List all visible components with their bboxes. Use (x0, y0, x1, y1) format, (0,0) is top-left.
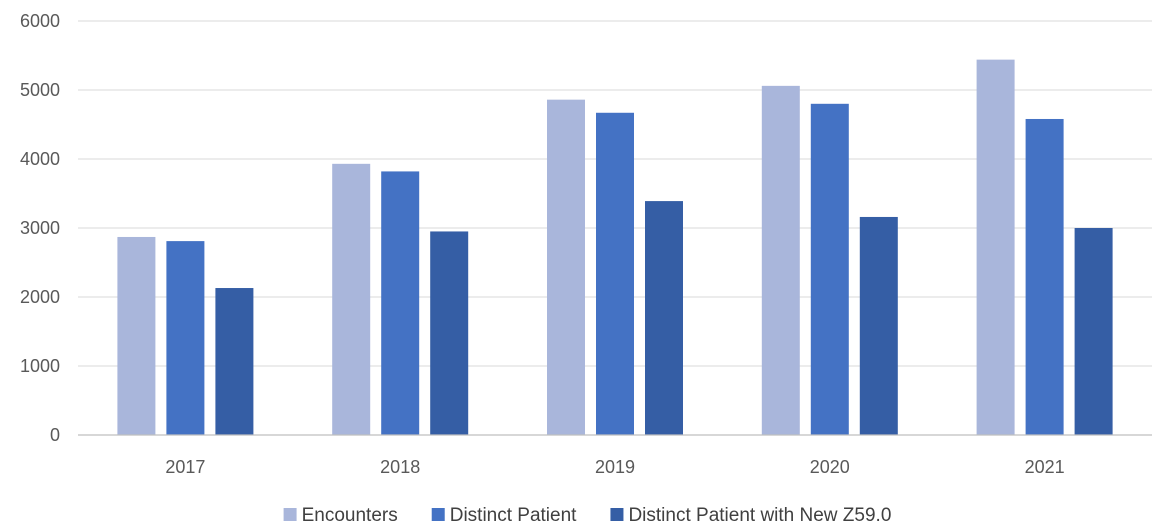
y-tick-label: 4000 (20, 149, 60, 169)
bar-encounters-2017 (117, 236, 156, 435)
bar-encounters-2021 (976, 59, 1015, 435)
legend-label: Distinct Patient (450, 505, 577, 526)
y-axis-tick-labels: 0 1000 2000 3000 4000 5000 6000 (20, 11, 60, 445)
bar-distinct-patient-with-new-z59-0-2019 (645, 201, 683, 435)
bar-encounters-2018 (332, 163, 371, 435)
bar-distinct-patient-with-new-z59-0-2020 (859, 216, 898, 435)
legend-swatch-distinct-patient-with-new-z59-0 (610, 508, 624, 521)
y-tick-label: 2000 (20, 287, 60, 307)
legend-label: Encounters (302, 505, 398, 526)
y-tick-label: 6000 (20, 11, 60, 31)
y-tick-label: 1000 (20, 356, 60, 376)
bar-encounters-2020 (761, 85, 800, 436)
x-tick-label: 2019 (595, 457, 635, 477)
bar-distinct-patient-2017 (166, 241, 205, 435)
bar-distinct-patient-2020 (810, 103, 849, 436)
bars (117, 59, 1113, 436)
bar-distinct-patient-with-new-z59-0-2018 (430, 231, 469, 435)
legend-label: Distinct Patient with New Z59.0 (628, 505, 891, 526)
bar-distinct-patient-with-new-z59-0-2017 (215, 288, 254, 435)
legend-swatch-distinct-patient (431, 508, 445, 521)
y-tick-label: 3000 (20, 218, 60, 238)
y-tick-label: 0 (50, 425, 60, 445)
bar-distinct-patient-2019 (596, 112, 634, 436)
bar-distinct-patient-with-new-z59-0-2021 (1074, 228, 1113, 435)
x-tick-label: 2020 (810, 457, 850, 477)
x-tick-label: 2021 (1025, 457, 1065, 477)
legend: Encounters Distinct Patient Distinct Patie… (283, 505, 891, 526)
bar-distinct-patient-2018 (381, 171, 420, 436)
legend-swatch-encounters (283, 508, 297, 521)
bar-distinct-patient-2021 (1025, 118, 1064, 435)
x-axis-tick-labels: 2017 2018 2019 2020 2021 (165, 457, 1064, 477)
x-tick-label: 2017 (165, 457, 205, 477)
x-tick-label: 2018 (380, 457, 420, 477)
y-tick-label: 5000 (20, 80, 60, 100)
bar-encounters-2019 (547, 99, 585, 435)
